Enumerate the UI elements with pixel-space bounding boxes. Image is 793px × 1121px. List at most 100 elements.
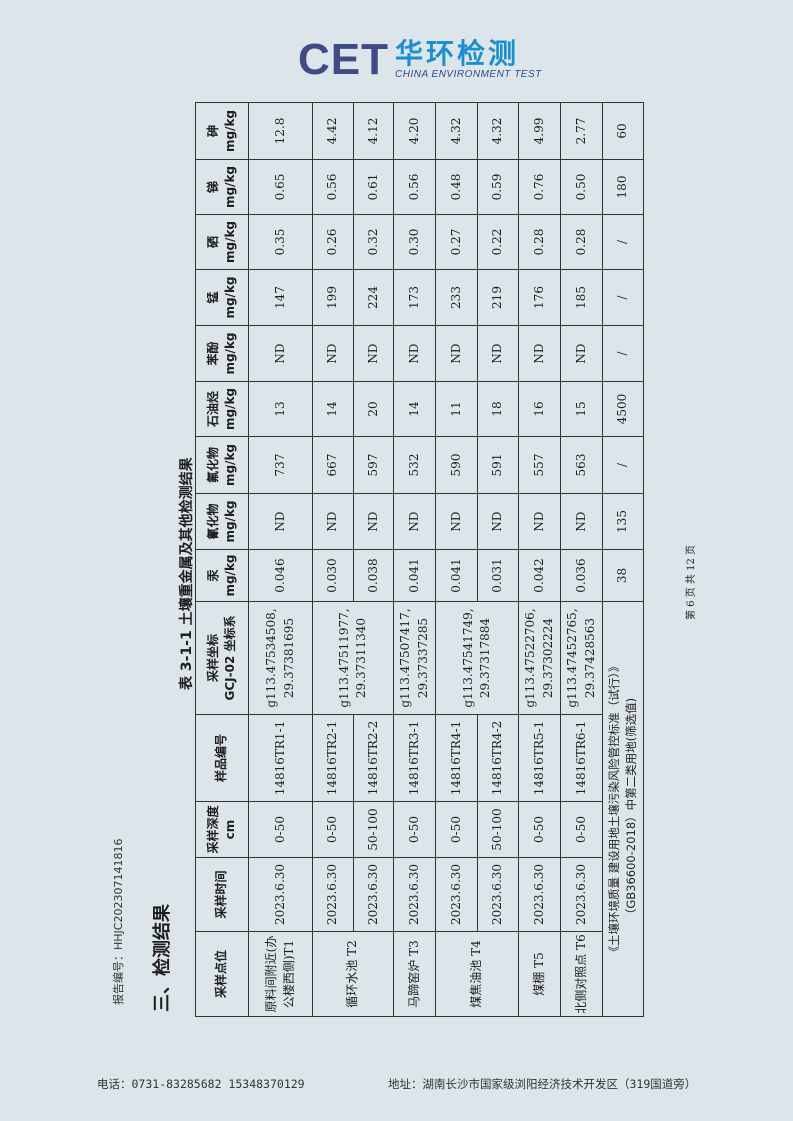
- table-row: 北侧对照点 T6 2023.6.30 0-50 14816TR6-1 g113.4745…: [560, 102, 603, 1017]
- cell-value: 737: [248, 436, 313, 494]
- column-header: 采样坐标 GCJ-02 坐标系: [195, 601, 249, 715]
- cell-sample-id: 14816TR2-1: [312, 714, 354, 802]
- column-header: 苯酚 mg/kg: [195, 325, 249, 382]
- table-row: 循环水池 T2 2023.6.30 0-50 14816TR2-1 g113.47511…: [312, 102, 394, 1017]
- cell-depth: 0-50: [435, 801, 478, 858]
- cell-value: 0.76: [518, 159, 561, 215]
- column-header: 硒 mg/kg: [195, 214, 249, 270]
- table-row: 煤棚 T5 2023.6.30 0-50 14816TR5-1 g113.4752270…: [518, 102, 561, 1017]
- cell-value: 0.042: [518, 549, 561, 602]
- cell-location: 煤棚 T5: [518, 931, 561, 1017]
- cell-value: 0.30: [393, 214, 436, 270]
- cell-value: 0.046: [248, 549, 313, 602]
- cell-value: 4.20: [393, 102, 436, 160]
- cell-value: 15: [560, 381, 603, 437]
- logo-chinese-name: 华环检测: [395, 37, 520, 70]
- column-header: 砷 mg/kg: [195, 102, 249, 160]
- cell-value: 14: [393, 381, 436, 437]
- cell-value: 0.48: [435, 159, 478, 215]
- cell-value: 0.036: [560, 549, 603, 602]
- footer-phone: 电话：0731-83285682 15348370129: [97, 1077, 305, 1091]
- cell-value: 4.42: [312, 102, 354, 160]
- standard-value: 38: [602, 549, 644, 602]
- cell-value: 0.59: [477, 159, 519, 215]
- cell-value: ND: [435, 493, 478, 550]
- company-logo: CET 华环检测 CHINA ENVIRONMENT TEST: [298, 38, 542, 82]
- cell-value: 0.041: [393, 549, 436, 602]
- cell-location: 循环水池 T2: [312, 931, 394, 1017]
- cell-value: ND: [353, 493, 394, 550]
- logo-cet: CET: [298, 35, 389, 84]
- standard-value: 4500: [602, 381, 644, 437]
- cell-sample-id: 14816TR4-1: [435, 714, 478, 802]
- cell-value: ND: [518, 493, 561, 550]
- cell-time: 2023.6.30: [518, 857, 561, 932]
- standard-value: /: [602, 325, 644, 382]
- cell-sample-id: 14816TR4-2: [477, 714, 519, 802]
- cell-value: 0.27: [435, 214, 478, 270]
- table-row: 2023.6.30 50-100 14816TR2-2 0.038 ND 597 20 ND 2…: [353, 102, 394, 1017]
- standard-row: 《土壤环境质量 建设用地土壤污染风险管控标准（试行）》 （GB36600-201…: [602, 102, 644, 1017]
- cell-location: 马蹄窑炉 T3: [393, 931, 436, 1017]
- cell-value: 667: [312, 436, 354, 494]
- standard-value: 180: [602, 159, 644, 215]
- cell-value: 4.32: [477, 102, 519, 160]
- cell-value: 20: [353, 381, 394, 437]
- column-header: 汞 mg/kg: [195, 549, 249, 602]
- cell-value: ND: [435, 325, 478, 382]
- cell-value: 0.35: [248, 214, 313, 270]
- cell-coords: g113.47534508, 29.37381695: [248, 601, 313, 715]
- table-row: 原料间附近(办公楼西侧)T1 2023.6.30 0-50 14816TR1-1 g11…: [248, 102, 313, 1017]
- cell-value: ND: [248, 325, 313, 382]
- cell-value: 147: [248, 269, 313, 326]
- cell-depth: 0-50: [393, 801, 436, 858]
- cell-value: 233: [435, 269, 478, 326]
- column-header: 氰化物 mg/kg: [195, 493, 249, 550]
- rotated-page-content: 报告编号：HHJC202307141816 三、检测结果 表 3-1-1 土壤重…: [100, 90, 720, 1060]
- cell-value: 0.32: [353, 214, 394, 270]
- cell-value: 0.28: [560, 214, 603, 270]
- cell-value: ND: [353, 325, 394, 382]
- cell-value: 0.61: [353, 159, 394, 215]
- cell-value: 199: [312, 269, 354, 326]
- cell-value: 176: [518, 269, 561, 326]
- cell-value: 185: [560, 269, 603, 326]
- table-row: 马蹄窑炉 T3 2023.6.30 0-50 14816TR3-1 g113.47507…: [393, 102, 436, 1017]
- cell-value: 2.77: [560, 102, 603, 160]
- cell-sample-id: 14816TR3-1: [393, 714, 436, 802]
- cell-location: 煤焦油池 T4: [435, 931, 519, 1017]
- section-title: 三、检测结果: [152, 904, 173, 1012]
- logo-english-name: CHINA ENVIRONMENT TEST: [395, 69, 542, 80]
- report-number: 报告编号：HHJC202307141816: [112, 838, 125, 1005]
- cell-value: 0.041: [435, 549, 478, 602]
- cell-value: 0.56: [393, 159, 436, 215]
- cell-value: 0.038: [353, 549, 394, 602]
- cell-value: ND: [312, 493, 354, 550]
- cell-time: 2023.6.30: [435, 857, 478, 932]
- column-header: 锑 mg/kg: [195, 159, 249, 215]
- cell-value: 16: [518, 381, 561, 437]
- cell-value: ND: [393, 325, 436, 382]
- cell-value: ND: [477, 493, 519, 550]
- cell-value: 597: [353, 436, 394, 494]
- cell-sample-id: 14816TR2-2: [353, 714, 394, 802]
- page-number: 第 6 页 共 12 页: [686, 545, 697, 620]
- cell-location: 北侧对照点 T6: [560, 931, 603, 1017]
- cell-value: 0.031: [477, 549, 519, 602]
- cell-value: ND: [248, 493, 313, 550]
- results-table: 采样点位 采样时间 采样深度 cm 样品编号 采样坐标 GCJ-02 坐标系汞 mg/k…: [195, 102, 644, 1017]
- table-header-row: 采样点位 采样时间 采样深度 cm 样品编号 采样坐标 GCJ-02 坐标系汞 mg/k…: [195, 102, 249, 1017]
- cell-coords: g113.47452765, 29.37428563: [560, 601, 603, 715]
- column-header: 样品编号: [195, 714, 249, 802]
- cell-value: 0.28: [518, 214, 561, 270]
- column-header: 采样深度 cm: [195, 801, 249, 858]
- table-row: 2023.6.30 50-100 14816TR4-2 0.031 ND 591 18 ND 2…: [477, 102, 519, 1017]
- cell-value: 4.12: [353, 102, 394, 160]
- column-header: 采样时间: [195, 857, 249, 932]
- standard-value: /: [602, 269, 644, 326]
- cell-depth: 50-100: [477, 801, 519, 858]
- cell-time: 2023.6.30: [477, 857, 519, 932]
- cell-coords: g113.47541749, 29.37317884: [435, 601, 519, 715]
- cell-value: 4.32: [435, 102, 478, 160]
- cell-sample-id: 14816TR1-1: [248, 714, 313, 802]
